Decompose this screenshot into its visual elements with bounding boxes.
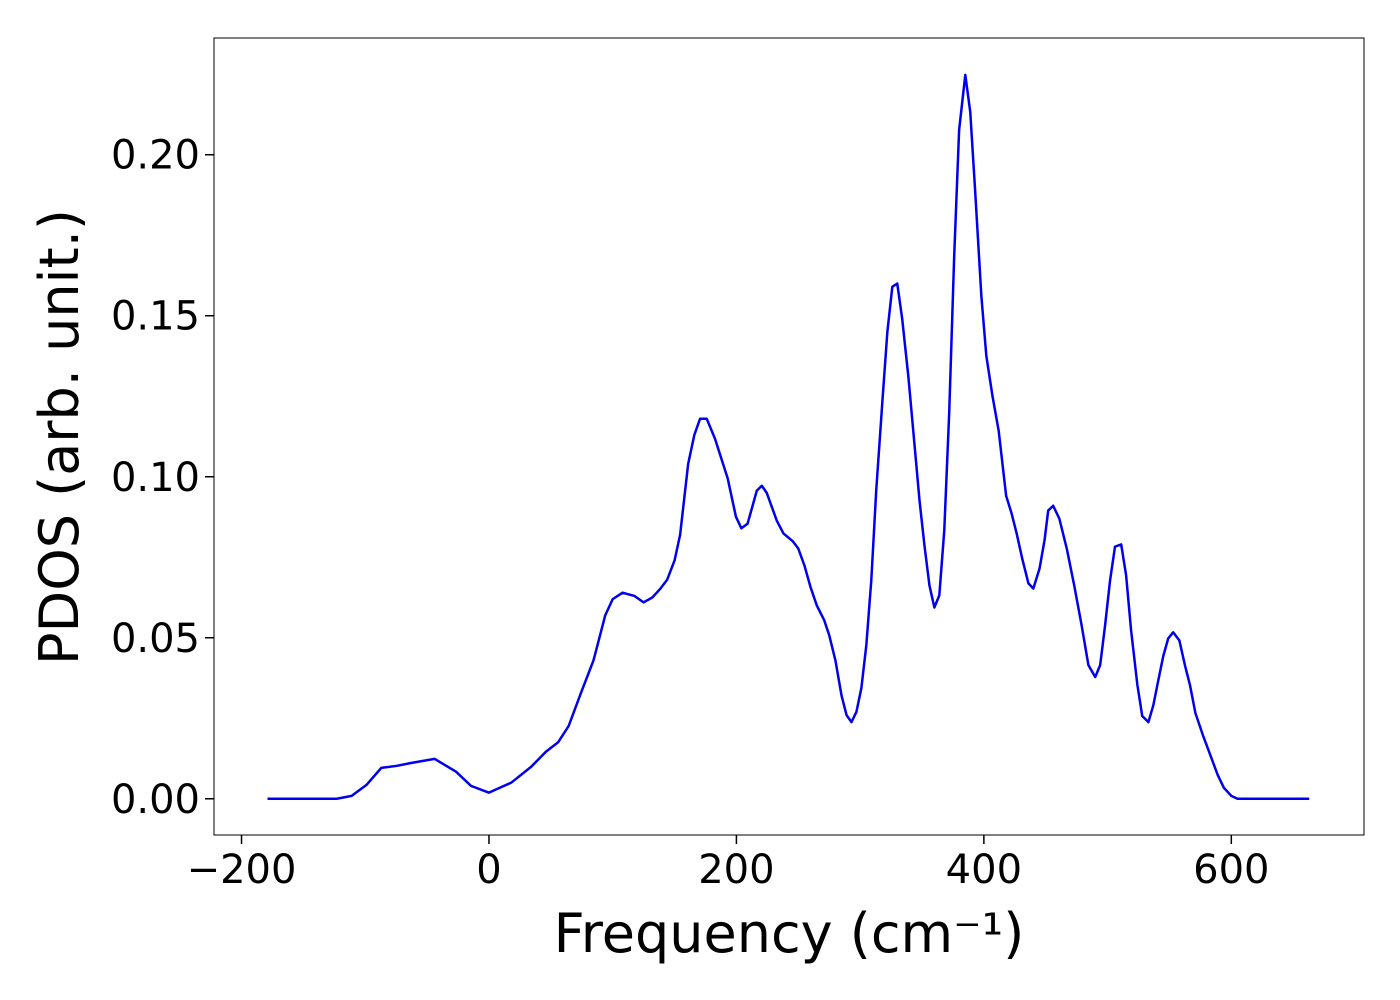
y-tick-label: 0.20 [111, 133, 200, 179]
y-axis-label: PDOS (arb. unit.) [28, 209, 91, 665]
y-tick-label: 0.15 [111, 294, 200, 340]
x-axis-label: Frequency (cm⁻¹) [554, 902, 1025, 965]
x-tick-label: 200 [698, 847, 774, 893]
y-tick-label: 0.00 [111, 777, 200, 823]
plot-frame [213, 37, 1365, 836]
x-tick-label: 400 [946, 847, 1022, 893]
x-tick-label: 0 [476, 847, 501, 893]
data-line [267, 73, 1310, 801]
x-tick-label: 600 [1193, 847, 1269, 893]
y-tick-label: 0.10 [111, 455, 200, 501]
y-tick-label: 0.05 [111, 616, 200, 662]
x-tick-label: −200 [187, 847, 297, 893]
